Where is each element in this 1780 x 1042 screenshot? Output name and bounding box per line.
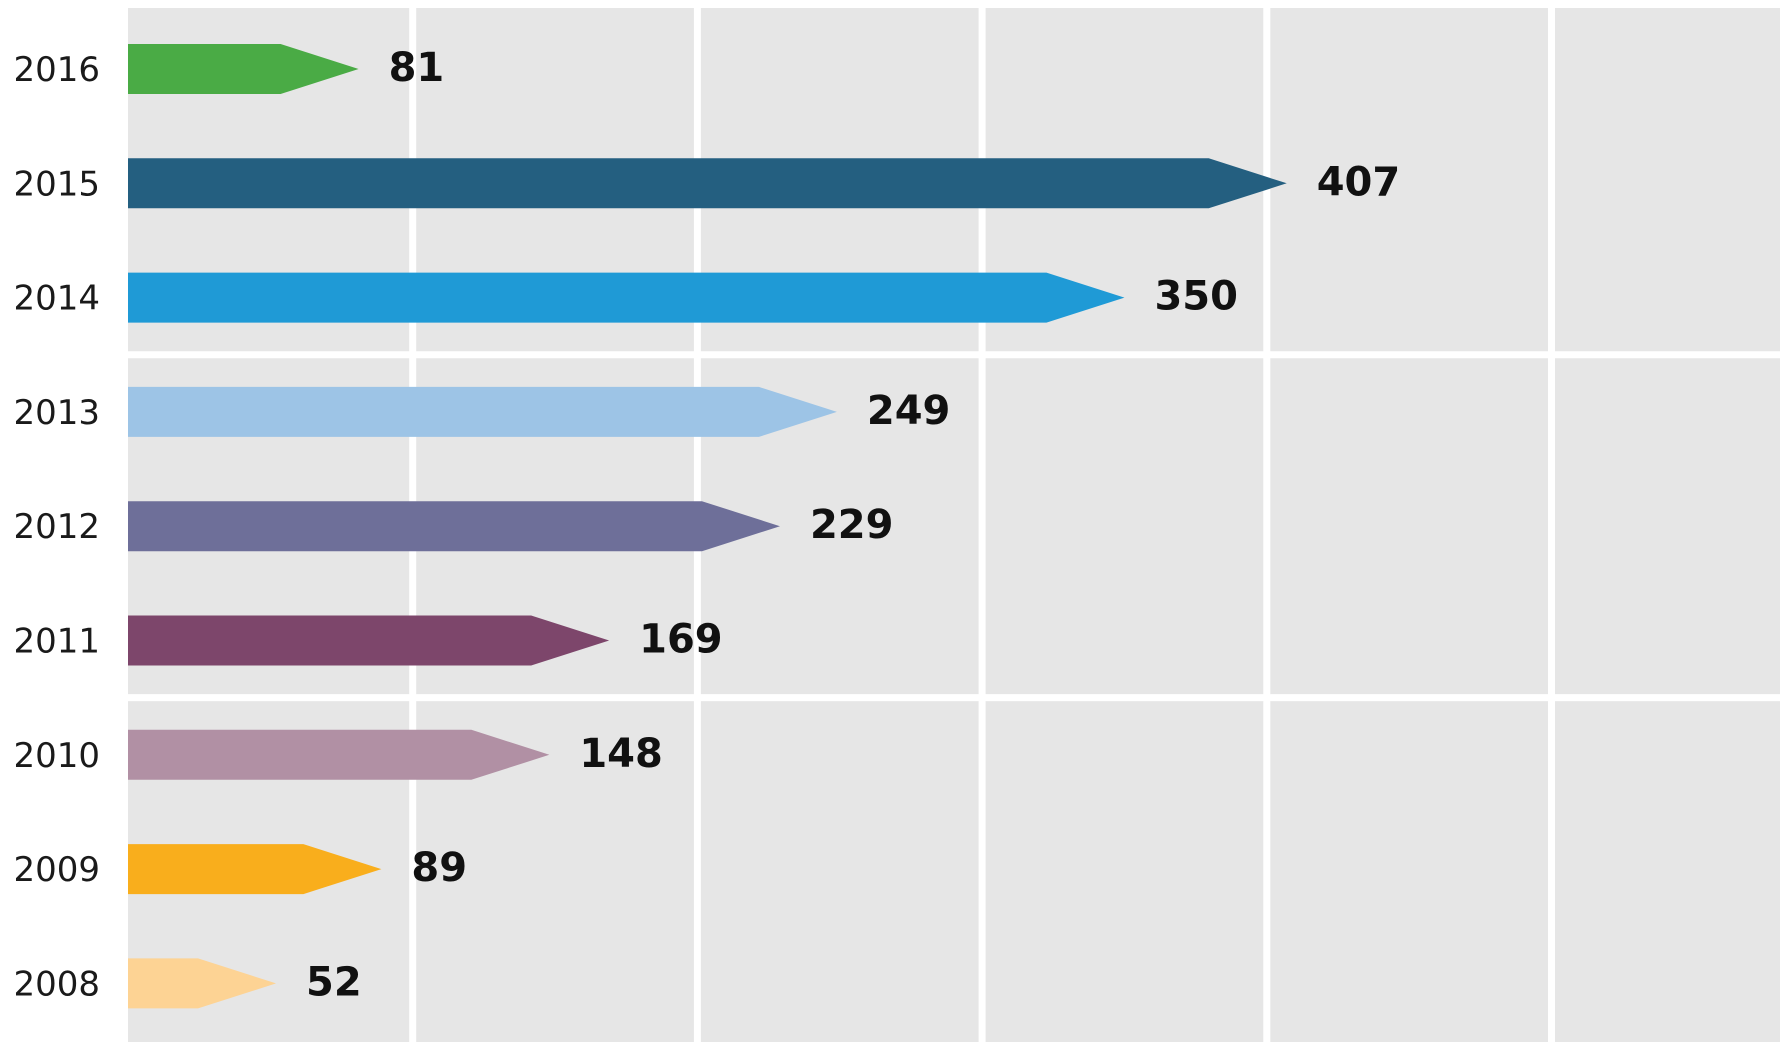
bar-2010 [128,729,550,780]
category-label-2016: 2016 [13,50,100,90]
value-label-2015: 407 [1317,159,1401,205]
value-label-2016: 81 [389,45,445,91]
grid-line-x-500 [1548,8,1555,1042]
category-label-2009: 2009 [13,850,100,890]
labels: 2016 81 2015 407 2014 350 2013 249 2012 229 2011 16… [13,45,1400,1005]
grid-line-x-300 [978,8,986,1042]
category-label-2013: 2013 [13,393,100,433]
grid-line-y-3 [128,351,1780,359]
bar-2012 [128,501,780,552]
bar-2011 [128,615,610,666]
category-label-2012: 2012 [13,507,100,547]
value-label-2013: 249 [867,388,951,434]
value-label-2010: 148 [579,731,663,777]
bar-2016 [128,44,359,94]
value-label-2009: 89 [411,845,467,891]
category-label-2010: 2010 [13,736,100,776]
value-label-2012: 229 [810,502,894,548]
grid-line-x-400 [1263,8,1271,1042]
value-label-2011: 169 [639,617,723,663]
grid-line-y-6 [128,694,1780,702]
value-label-2014: 350 [1154,274,1238,320]
value-label-2008: 52 [306,959,362,1005]
bar-2009 [128,844,382,895]
category-label-2011: 2011 [13,622,100,662]
category-label-2015: 2015 [13,164,100,204]
bars [128,44,1287,1009]
bar-2008 [128,958,277,1009]
bar-2013 [128,386,837,437]
bar-2015 [128,158,1287,209]
category-label-2008: 2008 [13,964,100,1004]
category-label-2014: 2014 [13,279,100,319]
bar-2014 [128,272,1125,323]
